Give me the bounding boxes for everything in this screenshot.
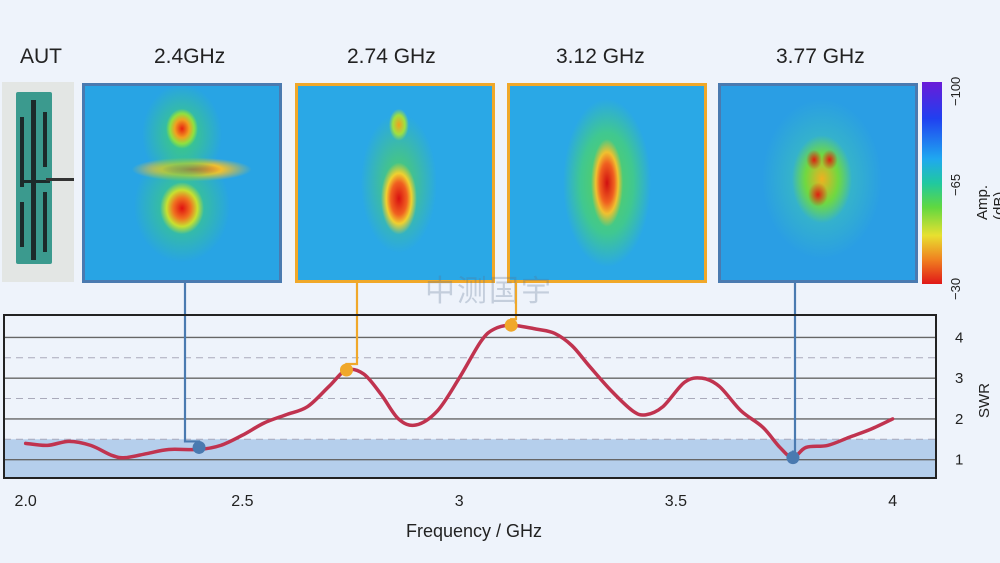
- y-tick-label: 4: [955, 329, 963, 346]
- map-connector-2: [345, 283, 359, 371]
- field-map-3-77ghz: [718, 83, 918, 283]
- x-axis-title: Frequency / GHz: [406, 521, 543, 541]
- x-tick-label: 2.0: [15, 493, 37, 510]
- antenna-photo: [2, 82, 74, 282]
- field-map-2-74ghz: [295, 83, 495, 283]
- frequency-marker-1: [192, 440, 206, 454]
- colorbar: [922, 82, 942, 284]
- watermark: 中测国宇: [425, 275, 553, 308]
- freq-label-3: 3.12 GHz: [556, 45, 645, 68]
- freq-label-2: 2.74 GHz: [347, 45, 436, 68]
- field-map-3-12ghz: [507, 83, 707, 283]
- map-connector-4: [791, 283, 797, 458]
- x-tick-label: 4: [888, 493, 897, 510]
- frequency-marker-4: [786, 451, 800, 465]
- x-tick-label: 2.5: [231, 493, 253, 510]
- frequency-marker-2: [339, 363, 353, 377]
- x-tick-label: 3.5: [665, 493, 687, 510]
- plot-frame: [3, 314, 937, 479]
- y-tick-label: 3: [955, 370, 963, 387]
- x-tick-label: 3: [455, 493, 464, 510]
- field-map-2-4ghz: [82, 83, 282, 283]
- y-tick-label: 1: [955, 452, 963, 469]
- freq-label-1: 2.4GHz: [154, 45, 226, 68]
- swr-curve: [23, 323, 895, 460]
- aut-label: AUT: [20, 45, 62, 68]
- freq-label-4: 3.77 GHz: [776, 45, 865, 68]
- map-connector-1: [183, 283, 201, 448]
- y-tick-label: 2: [955, 411, 963, 428]
- y-axis-title: SWR: [976, 383, 993, 418]
- frequency-marker-3: [504, 318, 518, 332]
